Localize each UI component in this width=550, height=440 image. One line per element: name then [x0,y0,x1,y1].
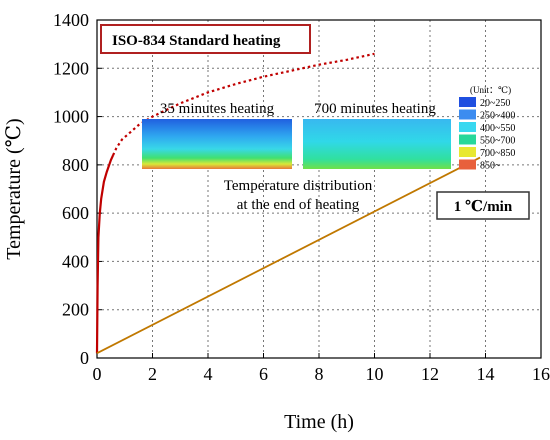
y-tick-label: 600 [62,203,89,223]
legend-swatch [459,122,476,132]
x-tick-label: 14 [477,364,495,384]
rate-label: 1 ℃/min [454,199,513,215]
rate-label-box [436,191,530,220]
x-tick-label: 2 [148,364,157,384]
inset-700min-image [303,119,451,169]
legend-label: 250~400 [480,111,515,122]
inset-caption-line1: Temperature distribution [224,178,373,194]
y-tick-label: 1000 [53,107,89,127]
legend-swatch [459,147,476,157]
legend-swatch [459,109,476,120]
inset-35min-image [142,119,292,169]
inset-caption-line2: at the end of heating [237,197,360,213]
iso834-dotted-line [112,52,375,156]
legend-label: 400~550 [480,123,515,134]
x-tick-label: 6 [259,364,268,384]
legend-swatch [459,97,476,107]
y-tick-label: 1200 [53,58,89,78]
legend-label: 700~850 [480,148,515,159]
x-tick-label: 4 [204,364,213,384]
inset-35min-title: 35 minutes heating [160,101,275,117]
rate-1c-per-min-line [96,156,481,355]
x-tick-label: 16 [532,364,550,384]
series-layer [95,52,481,355]
x-tick-label: 8 [315,364,324,384]
x-axis-ticks: 0 2 4 6 8 10 12 14 16 [93,353,550,384]
standard-heating-box [100,24,311,54]
x-tick-label: 0 [93,364,102,384]
inset-700min-title: 700 minutes heating [314,101,436,117]
x-tick-label: 12 [421,364,439,384]
x-axis-label: Time (h) [284,411,354,433]
y-tick-label: 200 [62,300,89,320]
legend-label: 850~ [480,161,501,172]
legend-label: 550~700 [480,136,515,147]
y-axis-ticks: 0 200 400 600 800 1000 1200 1400 [53,10,102,368]
y-axis-label: Temperature (℃) [3,118,25,259]
x-tick-label: 10 [366,364,384,384]
y-tick-label: 400 [62,251,89,271]
legend-swatch [459,134,476,145]
legend-title: (Unit：℃) [470,85,511,95]
legend-label: 20~250 [480,98,510,109]
legend-swatch [459,159,476,170]
y-tick-label: 800 [62,155,89,175]
iso834-solid-line [95,154,115,354]
standard-heating-label: ISO-834 Standard heating [112,33,281,49]
y-tick-label: 0 [80,348,89,368]
y-tick-label: 1400 [53,10,89,30]
